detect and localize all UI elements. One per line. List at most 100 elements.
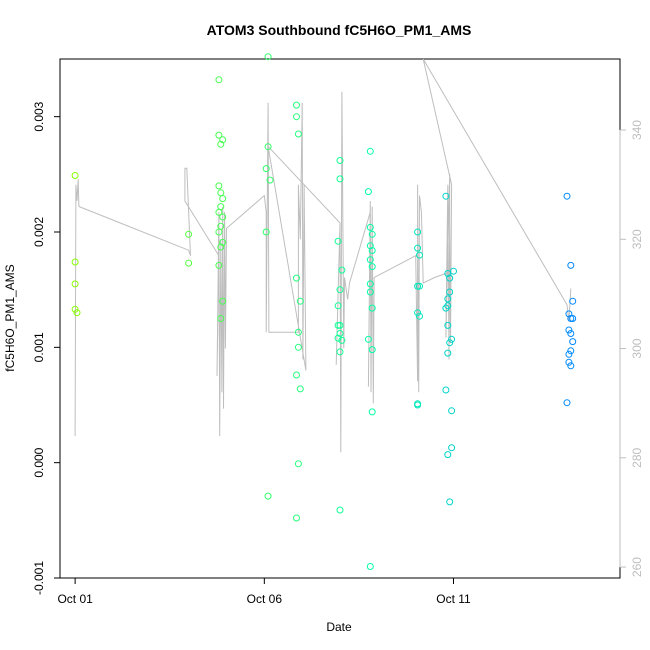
data-point [567,362,575,370]
y-tick-label: -0.001 [32,561,46,595]
data-point [215,182,223,190]
data-point [368,346,376,354]
data-point [338,336,346,344]
data-point [219,238,227,246]
data-point [416,282,423,290]
data-point [563,399,571,407]
data-point [414,309,422,317]
y2-tick-label: 320 [630,229,644,249]
data-point [71,280,79,288]
data-point [293,371,300,379]
data-point [71,258,79,266]
data-point [444,321,452,329]
data-point [215,261,223,269]
data-point [565,326,573,334]
data-point [262,165,270,173]
data-point [73,309,81,317]
x-axis-label: Date [326,620,352,634]
data-point [414,228,422,236]
data-point [293,101,300,109]
data-point [565,350,573,358]
data-point [364,188,372,196]
data-point [264,492,272,500]
data-point [446,498,454,506]
data-point [444,451,452,459]
data-point [368,304,376,312]
data-point [336,348,344,356]
data-point [366,223,374,231]
data-point [293,274,300,282]
data-point [414,282,422,290]
data-point [366,242,374,250]
y2-tick-label: 340 [630,120,644,140]
data-point [71,305,79,313]
y2-tick-label: 280 [630,447,644,467]
x-axis: Oct 01 Oct 06 Oct 11 [57,577,471,606]
data-point [368,247,376,254]
chart-title: ATOM3 Southbound fC5H6O_PM1_AMS [207,22,472,38]
data-point [215,208,223,216]
data-point [262,228,270,236]
data-point [366,256,374,264]
data-point [414,400,422,408]
y2-tick-label: 300 [630,338,644,358]
data-point [219,195,227,203]
data-point [334,334,342,342]
data-point [446,274,454,282]
data-point [215,228,223,236]
data-point [444,270,452,277]
data-point [368,408,376,416]
series-line [74,58,572,453]
data-point [567,261,575,269]
data-point [567,315,575,322]
y-tick-label: 0.002 [32,217,46,247]
data-point [294,130,302,138]
data-point [215,76,223,84]
data-point [71,172,79,179]
data-point [219,297,227,305]
point-series [71,53,577,570]
y-axis-label: fC5H6O_PM1_AMS [3,264,17,371]
data-point [567,330,575,337]
data-point [366,280,374,288]
data-point [565,310,573,318]
data-point [215,131,223,139]
x-tick-label: Oct 01 [57,592,93,606]
data-point [569,315,577,322]
data-point [444,295,452,303]
data-point [334,237,342,245]
data-point [336,330,344,337]
data-point [217,189,225,197]
data-point [414,244,422,252]
x-tick-label: Oct 11 [436,592,471,606]
data-point [264,143,272,151]
data-point [293,514,300,522]
data-point [567,347,575,355]
line-series [74,58,572,453]
data-point [294,343,302,351]
data-point [293,113,300,121]
y-axis-left: -0.001 0.000 0.001 0.002 0.003 [32,101,61,595]
data-point [446,288,454,296]
data-point [366,147,374,155]
data-point [563,192,571,200]
data-point [219,136,227,144]
data-point [368,230,376,238]
data-point [446,339,454,347]
data-point [444,302,452,310]
data-point [334,321,342,329]
data-point [334,302,342,310]
data-point [366,563,374,570]
data-point [364,335,372,343]
data-point [219,213,227,221]
x-tick-label: Oct 06 [247,592,283,606]
data-point [416,312,423,320]
data-point [294,460,302,468]
data-point [217,243,225,251]
data-point [442,386,450,394]
y2-tick-label: 260 [630,557,644,577]
data-point [565,358,573,366]
data-point [444,349,452,357]
data-point [569,338,577,346]
